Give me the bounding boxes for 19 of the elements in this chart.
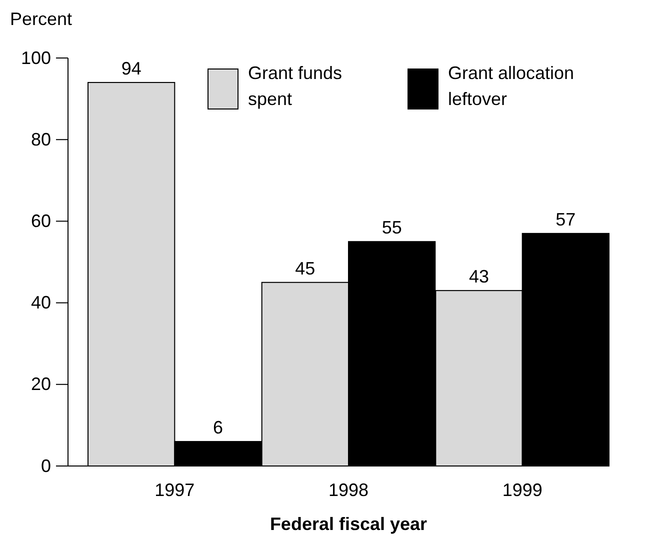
x-axis-title: Federal fiscal year	[270, 514, 428, 534]
data-label: 57	[556, 209, 576, 230]
y-axis-title: Percent	[10, 9, 72, 29]
data-label: 6	[212, 418, 223, 438]
data-label: 94	[121, 58, 142, 78]
data-label: 45	[295, 258, 316, 278]
x-tick-label: 1997	[154, 480, 195, 500]
x-tick-label: 1999	[502, 480, 542, 500]
legend-label: Grant allocation leftover	[448, 63, 574, 109]
data-label: 55	[382, 218, 402, 238]
data-label: 43	[468, 266, 490, 287]
y-tick-label: 80	[30, 129, 51, 150]
x-tick-label: 1998	[328, 480, 369, 500]
y-tick-label: 60	[30, 210, 51, 231]
y-tick-label: 40	[30, 292, 51, 313]
y-tick-label: 0	[40, 456, 51, 476]
legend-label: Grant funds spent	[248, 63, 342, 109]
y-tick-label: 20	[30, 374, 51, 394]
y-tick-label: 100	[20, 48, 51, 68]
